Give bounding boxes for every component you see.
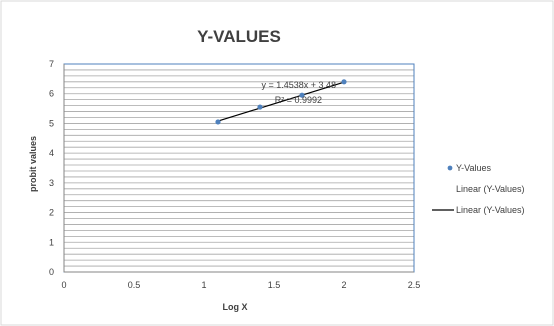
x-tick-label: 1 [201, 280, 206, 290]
data-point [215, 119, 221, 125]
legend-marker-dot [447, 165, 453, 171]
legend: Y-Values Linear (Y-Values) Linear (Y-Value… [432, 163, 525, 215]
trendline [217, 81, 345, 122]
y-tick-label: 5 [49, 118, 54, 128]
gridlines [64, 69, 414, 267]
x-tick-label: 1.5 [268, 280, 281, 290]
chart-title: Y-VALUES [197, 27, 281, 46]
x-tick-label: 0.5 [128, 280, 141, 290]
y-tick-label: 3 [49, 178, 54, 188]
r-squared-label: R² = 0.9992 [275, 95, 322, 105]
y-tick-label: 1 [49, 237, 54, 247]
x-tick-label: 2 [341, 280, 346, 290]
y-tick-label: 7 [49, 59, 54, 69]
data-point [341, 79, 347, 85]
x-tick-labels: 0 0.5 1 1.5 2 2.5 [61, 280, 420, 290]
y-tick-label: 6 [49, 89, 54, 99]
axes [63, 64, 414, 273]
y-tick-label: 0 [49, 267, 54, 277]
legend-label: Linear (Y-Values) [456, 205, 525, 215]
y-tick-label: 4 [49, 148, 54, 158]
legend-label: Y-Values [456, 163, 492, 173]
data-point [257, 104, 263, 110]
y-tick-label: 2 [49, 208, 54, 218]
legend-label: Linear (Y-Values) [456, 184, 525, 194]
x-axis-title: Log X [223, 302, 248, 312]
x-tick-label: 0 [61, 280, 66, 290]
trendline-equation: y = 1.4538x + 3.48 [261, 80, 336, 90]
data-point [299, 92, 305, 98]
data-points [215, 79, 347, 125]
y-axis-title: probit values [28, 136, 38, 192]
x-tick-label: 2.5 [408, 280, 421, 290]
trendline-layer [217, 81, 345, 122]
y-tick-labels: 0 1 2 3 4 5 6 7 [49, 59, 54, 277]
